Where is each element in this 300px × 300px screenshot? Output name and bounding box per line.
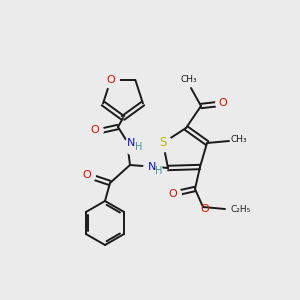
Text: O: O [106,75,115,85]
Text: O: O [82,170,91,180]
Text: O: O [219,98,227,108]
Text: S: S [159,136,167,149]
Text: CH₃: CH₃ [181,76,197,85]
Text: CH₃: CH₃ [231,136,247,145]
Text: H: H [135,142,143,152]
Text: O: O [169,189,177,199]
Text: N: N [127,138,135,148]
Text: O: O [201,204,209,214]
Text: H: H [155,166,163,176]
Text: C₂H₅: C₂H₅ [231,205,251,214]
Text: O: O [91,125,99,135]
Text: N: N [148,161,156,172]
